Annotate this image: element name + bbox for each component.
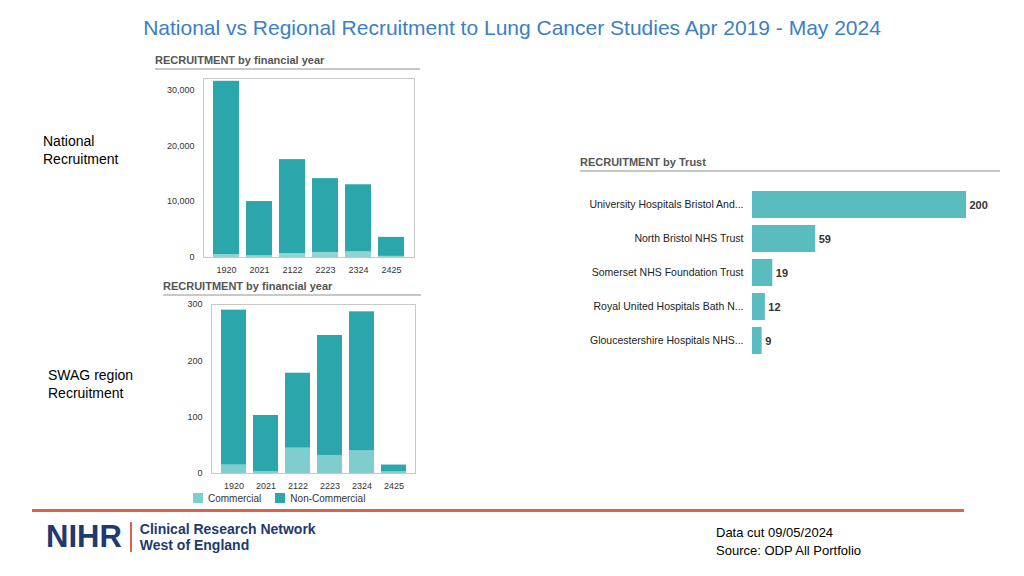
html-text:NIHR: NIHR	[46, 519, 122, 554]
svg-text:2021: 2021	[249, 265, 269, 275]
html-text:National vs Regional Recruitme: National vs Regional Recruitment to Lung…	[143, 16, 881, 39]
svg-text:2122: 2122	[282, 265, 302, 275]
svg-text:100: 100	[187, 412, 202, 422]
svg-text:Gloucestershire Hospitals NHS.: Gloucestershire Hospitals NHS...	[590, 334, 743, 346]
html-text:RECRUITMENT by Trust: RECRUITMENT by Trust	[580, 156, 706, 168]
html-text:Source: ODP All Portfolio: Source: ODP All Portfolio	[716, 543, 861, 558]
svg-text:Royal United Hospitals Bath N.: Royal United Hospitals Bath N...	[594, 300, 744, 312]
html-text:SWAG region Recruitment: SWAG region Recruitment	[48, 367, 134, 401]
html-text:West of England: West of England	[139, 537, 250, 553]
svg-text:10,000: 10,000	[167, 196, 195, 206]
svg-text:1920: 1920	[224, 481, 244, 491]
svg-text:1920: 1920	[216, 265, 236, 275]
html-text:RECRUITMENT by financial year: RECRUITMENT by financial year	[155, 54, 325, 66]
svg-text:12: 12	[768, 301, 780, 313]
svg-text:20,000: 20,000	[167, 141, 195, 151]
svg-text:Somerset NHS Foundation Trust: Somerset NHS Foundation Trust	[592, 266, 744, 278]
svg-text:200: 200	[187, 356, 202, 366]
svg-text:North Bristol NHS Trust: North Bristol NHS Trust	[634, 232, 743, 244]
svg-text:2425: 2425	[381, 265, 401, 275]
svg-text:200: 200	[970, 199, 988, 211]
svg-text:2122: 2122	[288, 481, 308, 491]
svg-text:0: 0	[197, 468, 202, 478]
html-text:National Recruitment: National Recruitment	[43, 133, 119, 167]
html-text:Commercial: Commercial	[208, 493, 262, 504]
svg-text:0: 0	[189, 252, 194, 262]
svg-text:2324: 2324	[348, 265, 368, 275]
svg-text:30,000: 30,000	[167, 85, 195, 95]
svg-text:University Hospitals Bristol A: University Hospitals Bristol And...	[589, 198, 743, 210]
html-text:Non-Commercial: Non-Commercial	[290, 493, 366, 504]
svg-text:2425: 2425	[384, 481, 404, 491]
html-text:Clinical Research Network: Clinical Research Network	[139, 521, 316, 537]
svg-text:300: 300	[187, 299, 202, 309]
svg-text:59: 59	[819, 233, 831, 245]
svg-text:9: 9	[765, 335, 771, 347]
svg-text:19: 19	[776, 267, 788, 279]
svg-text:2223: 2223	[315, 265, 335, 275]
svg-text:2223: 2223	[320, 481, 340, 491]
svg-text:2324: 2324	[352, 481, 372, 491]
html-text:RECRUITMENT by financial year: RECRUITMENT by financial year	[163, 280, 333, 292]
svg-text:2021: 2021	[256, 481, 276, 491]
html-text:Data cut 09/05/2024: Data cut 09/05/2024	[716, 525, 834, 540]
